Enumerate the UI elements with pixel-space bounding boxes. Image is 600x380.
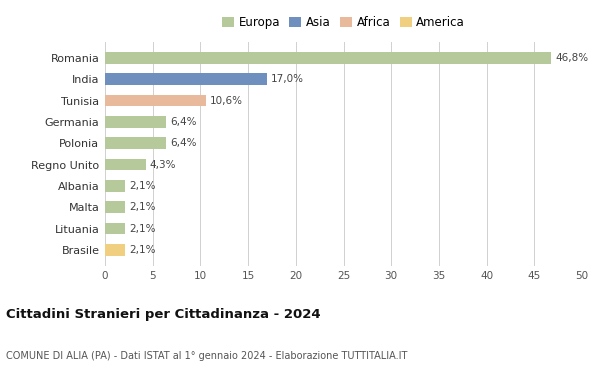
Text: 6,4%: 6,4% <box>170 117 196 127</box>
Legend: Europa, Asia, Africa, America: Europa, Asia, Africa, America <box>220 14 467 32</box>
Text: 10,6%: 10,6% <box>210 95 243 106</box>
Bar <box>105 73 267 85</box>
Text: 46,8%: 46,8% <box>555 53 589 63</box>
Text: COMUNE DI ALIA (PA) - Dati ISTAT al 1° gennaio 2024 - Elaborazione TUTTITALIA.IT: COMUNE DI ALIA (PA) - Dati ISTAT al 1° g… <box>6 351 407 361</box>
Text: 2,1%: 2,1% <box>129 202 155 212</box>
Bar <box>105 95 206 106</box>
Text: 2,1%: 2,1% <box>129 181 155 191</box>
Bar <box>105 223 125 234</box>
Bar <box>105 159 146 171</box>
Text: 17,0%: 17,0% <box>271 74 304 84</box>
Text: 6,4%: 6,4% <box>170 138 196 148</box>
Text: 2,1%: 2,1% <box>129 245 155 255</box>
Bar <box>105 52 551 64</box>
Bar <box>105 116 166 128</box>
Bar <box>105 244 125 256</box>
Text: Cittadini Stranieri per Cittadinanza - 2024: Cittadini Stranieri per Cittadinanza - 2… <box>6 308 320 321</box>
Bar <box>105 201 125 213</box>
Bar <box>105 137 166 149</box>
Bar <box>105 180 125 192</box>
Text: 4,3%: 4,3% <box>150 160 176 169</box>
Text: 2,1%: 2,1% <box>129 223 155 234</box>
